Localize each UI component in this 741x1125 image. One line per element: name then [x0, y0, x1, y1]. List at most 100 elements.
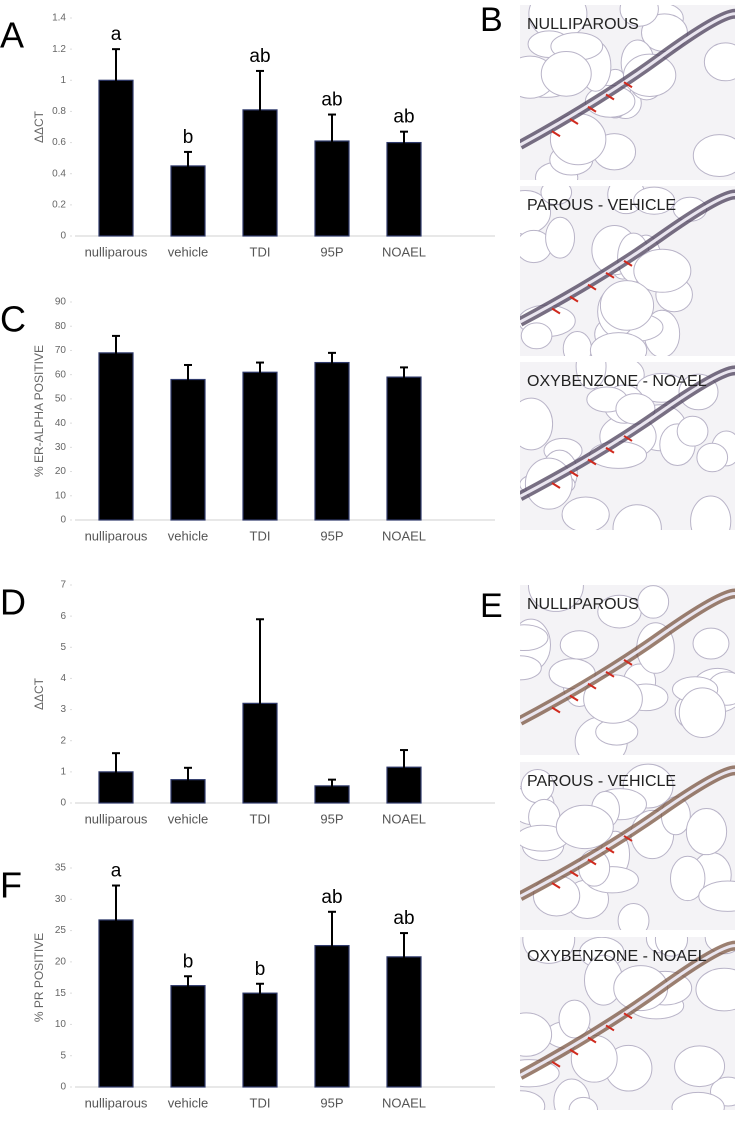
y-tick-label: 35 [55, 863, 67, 874]
fat-cell [584, 84, 636, 118]
arrow [605, 446, 615, 454]
y-tick-label: 70 [55, 345, 67, 356]
fat-cell [669, 855, 706, 902]
y-tick-label: 4 [60, 673, 66, 684]
y-tick-label: 0 [60, 798, 66, 809]
fat-cell [654, 937, 689, 957]
arrow [569, 1048, 579, 1056]
fat-cell [696, 442, 729, 473]
bar [170, 985, 206, 1088]
y-tick-label: 10 [55, 490, 67, 501]
y-tick-label: 3 [60, 704, 66, 715]
y-tick-label: 1 [60, 75, 66, 86]
y-tick-label: 20 [55, 956, 67, 967]
y-tick-label: 6 [60, 611, 66, 622]
arrow [551, 1060, 561, 1068]
y-tick-label: 0 [60, 1082, 66, 1093]
fat-cell [555, 804, 614, 850]
fat-cell [520, 1012, 553, 1057]
y-axis-label: ΔΔCT [32, 677, 46, 710]
fat-cell [671, 1091, 725, 1110]
y-tick-label: 25 [55, 925, 67, 936]
arrow [551, 482, 561, 489]
y-tick-label: 0.6 [52, 137, 66, 148]
y-tick-label: 1.2 [52, 44, 66, 55]
significance-letter: ab [249, 46, 270, 67]
y-tick-label: 90 [55, 297, 67, 308]
x-tick-label: vehicle [168, 244, 208, 259]
bar [386, 376, 422, 521]
x-tick-label: nulliparous [85, 811, 148, 826]
fat-cell [612, 504, 662, 530]
significance-letter: ab [393, 107, 414, 128]
arrow [587, 105, 597, 113]
fat-cell [678, 687, 727, 738]
significance-letter: a [111, 24, 122, 45]
y-tick-label: 30 [55, 442, 67, 453]
arrow [569, 118, 579, 125]
y-tick-label: 7 [60, 580, 66, 591]
duct-lumen [520, 592, 735, 723]
significance-letter: ab [321, 90, 342, 111]
fat-cell [599, 280, 655, 331]
fat-cell [685, 808, 728, 856]
panel-letter: C [0, 299, 26, 340]
arrow [605, 93, 615, 101]
arrow [623, 260, 633, 267]
x-tick-label: NOAEL [382, 811, 426, 826]
panel-letter: B [480, 1, 503, 39]
y-axis-label: % PR POSITIVE [32, 933, 46, 1022]
duct-lumen [520, 193, 735, 324]
y-tick-label: 20 [55, 466, 67, 477]
x-tick-label: 95P [320, 244, 343, 259]
fat-cell [692, 627, 730, 660]
y-tick-label: 2 [60, 735, 66, 746]
x-tick-label: nulliparous [85, 244, 148, 259]
y-tick-label: 80 [55, 321, 67, 332]
fat-cell [633, 186, 676, 215]
y-tick-label: 15 [55, 988, 67, 999]
micrograph: NULLIPAROUS [520, 585, 735, 755]
significance-letter: ab [393, 908, 414, 929]
fat-cell [520, 655, 542, 681]
arrow [587, 283, 597, 291]
arrow [605, 670, 615, 678]
arrow [623, 659, 633, 666]
x-tick-label: TDI [250, 1095, 271, 1110]
fat-cell [540, 51, 592, 97]
y-axis-label: % ER-ALPHA POSITIVE [32, 345, 46, 477]
fat-cell [676, 415, 709, 447]
fat-cell [583, 674, 643, 724]
fat-cell [520, 397, 554, 451]
y-tick-label: 0 [60, 231, 66, 242]
micrograph: OXYBENZONE - NOAEL [520, 937, 735, 1110]
x-tick-label: 95P [320, 811, 343, 826]
micrograph: NULLIPAROUS [520, 5, 735, 180]
fat-cell [527, 585, 584, 612]
x-tick-label: nulliparous [85, 1095, 148, 1110]
fat-cell [589, 332, 648, 356]
duct-lumen [520, 368, 735, 498]
arrow [605, 846, 615, 854]
micrograph-caption: OXYBENZONE - NOAEL [527, 373, 707, 390]
x-tick-label: TDI [250, 528, 271, 543]
arrow [551, 307, 561, 315]
fat-cell [617, 903, 650, 930]
fat-cell [520, 1090, 546, 1110]
panel-letter: F [0, 865, 22, 906]
x-tick-label: nulliparous [85, 528, 148, 543]
micrograph-caption: OXYBENZONE - NOAEL [527, 948, 707, 965]
fat-cell [619, 5, 659, 27]
arrow [587, 858, 597, 866]
y-tick-label: 0.2 [52, 199, 66, 210]
x-tick-label: TDI [250, 244, 271, 259]
arrow [569, 870, 579, 878]
x-tick-label: vehicle [168, 528, 208, 543]
arrow [551, 130, 561, 138]
arrow [551, 882, 561, 889]
micrograph-caption: PAROUS - VEHICLE [527, 197, 676, 214]
arrow [587, 1036, 597, 1044]
arrow [623, 835, 633, 842]
bar [242, 992, 278, 1088]
y-tick-label: 60 [55, 369, 67, 380]
